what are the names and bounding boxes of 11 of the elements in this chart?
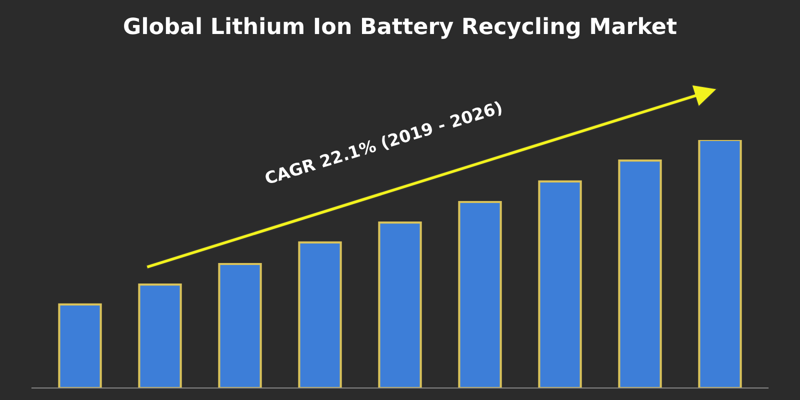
bar xyxy=(618,160,662,388)
bar xyxy=(298,241,342,388)
bar xyxy=(58,303,102,388)
bar xyxy=(378,222,422,388)
bar xyxy=(458,200,502,388)
bar xyxy=(538,180,582,388)
bar xyxy=(218,262,262,388)
annotation: CAGR 22.1% (2019 - 2026) xyxy=(264,100,504,186)
chart-title: Global Lithium Ion Battery Recycling Market xyxy=(124,17,677,39)
bar xyxy=(138,284,182,388)
bar xyxy=(698,140,742,388)
